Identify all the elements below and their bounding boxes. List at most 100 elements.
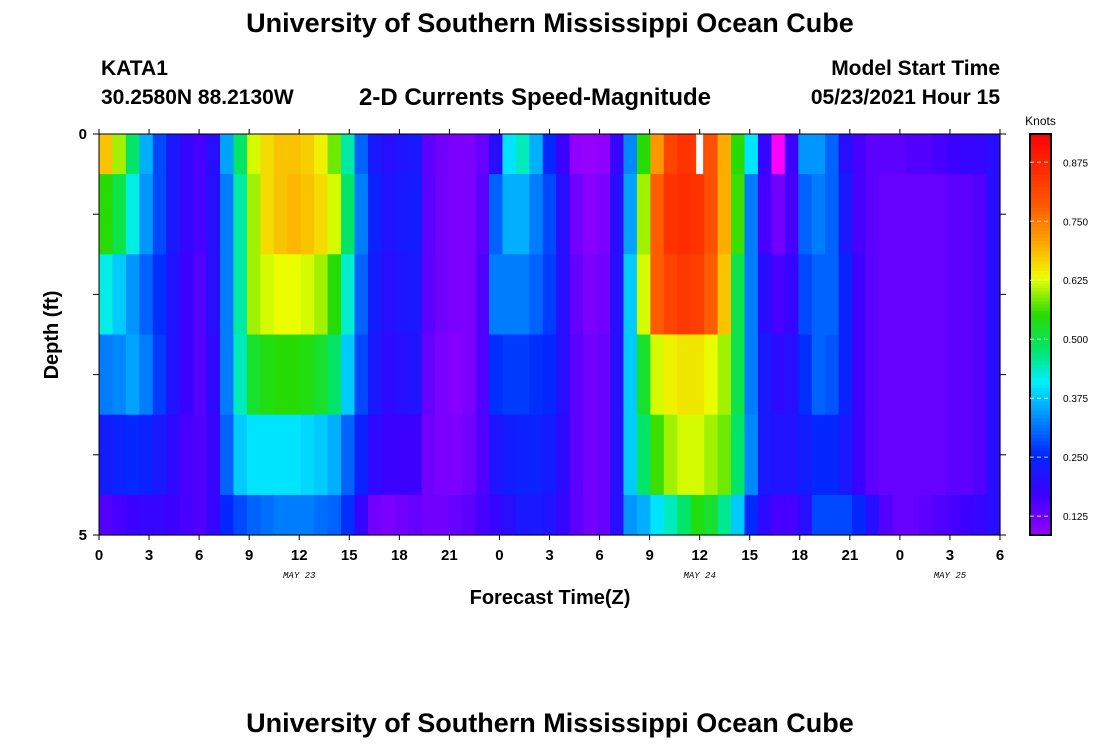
x-tick-label: 12 — [291, 547, 308, 564]
heatmap-cell — [112, 334, 127, 416]
heatmap-cell — [220, 334, 235, 416]
heatmap-cell — [905, 174, 920, 255]
colorbar-segment — [1030, 230, 1051, 235]
colorbar-segment — [1030, 361, 1051, 366]
heatmap-cell — [475, 254, 490, 336]
colorbar-segment — [1030, 511, 1051, 516]
heatmap-cell — [488, 494, 504, 536]
model-start-value: 05/23/2021 Hour 15 — [810, 86, 1000, 109]
heatmap-cell — [166, 174, 181, 255]
colorbar-segment — [1030, 428, 1051, 433]
heatmap-cell — [569, 334, 584, 416]
heatmap-cell — [300, 414, 315, 496]
x-tick-label: 15 — [741, 547, 758, 564]
colorbar-segment — [1030, 150, 1051, 155]
heatmap-cell — [448, 414, 463, 496]
heatmap-cell — [462, 134, 477, 175]
x-tick-label: 18 — [791, 547, 808, 564]
colorbar-segment — [1030, 461, 1051, 466]
heatmap-cell — [300, 494, 315, 536]
heatmap-cell — [408, 494, 423, 536]
heatmap-cell — [273, 494, 288, 536]
heatmap-cell — [663, 414, 678, 496]
heatmap-cell — [193, 414, 208, 496]
heatmap-cell — [354, 494, 369, 536]
heatmap-cell — [704, 494, 719, 536]
heatmap-cell — [677, 494, 692, 536]
heatmap-cell — [287, 174, 302, 255]
heatmap-cell — [287, 254, 302, 336]
colorbar-segment — [1030, 327, 1051, 332]
heatmap-cell — [610, 174, 625, 255]
heatmap-cell — [852, 134, 867, 175]
colorbar-segment — [1030, 347, 1051, 352]
heatmap-cell — [636, 334, 651, 416]
heatmap-cell — [394, 414, 409, 496]
heatmap-cell — [650, 174, 665, 255]
heatmap-cell — [408, 334, 423, 416]
heatmap-cell — [475, 494, 490, 536]
heatmap-cell — [327, 334, 342, 416]
heatmap-cell — [314, 254, 329, 336]
heatmap-cell — [704, 254, 719, 336]
heatmap-cell — [677, 174, 692, 255]
heatmap-cell — [690, 254, 705, 336]
heatmap-cell — [744, 494, 759, 536]
heatmap-cell — [220, 134, 235, 175]
colorbar-segment — [1030, 397, 1051, 402]
heatmap-cell — [744, 254, 759, 336]
colorbar-segment — [1030, 321, 1051, 326]
colorbar-segment — [1030, 294, 1051, 299]
heatmap-cell — [529, 414, 544, 496]
colorbar-segment — [1030, 301, 1051, 306]
heatmap-cell — [408, 174, 423, 255]
heatmap-cell — [757, 134, 772, 175]
colorbar-segment — [1030, 210, 1051, 215]
heatmap-cell — [421, 254, 436, 336]
heatmap-cell — [757, 494, 772, 536]
heatmap-cell — [757, 334, 772, 416]
heatmap-cell — [327, 494, 342, 536]
heatmap-cell — [327, 134, 342, 175]
heatmap-cell — [475, 174, 490, 255]
heatmap-cell — [905, 414, 920, 496]
heatmap-cell — [287, 134, 302, 175]
heatmap-cell — [408, 134, 423, 175]
heatmap-cell — [462, 494, 477, 536]
heatmap-cell — [367, 334, 383, 416]
heatmap-cell — [99, 174, 114, 255]
colorbar-segment — [1030, 170, 1051, 175]
heatmap-cell — [919, 414, 934, 496]
heatmap-cell — [125, 174, 140, 255]
heatmap-cell — [583, 174, 598, 255]
heatmap-cell — [125, 494, 140, 536]
colorbar-segment — [1030, 418, 1051, 422]
heatmap-cell — [959, 134, 974, 175]
colorbar-segment — [1030, 307, 1051, 312]
colorbar-segment — [1030, 394, 1051, 399]
station-coordinates: 30.2580N 88.2130W — [101, 86, 294, 109]
heatmap-cell — [919, 174, 934, 255]
heatmap-cell — [636, 174, 651, 255]
heatmap-cell — [381, 334, 396, 416]
x-tick-label: 21 — [441, 547, 458, 564]
heatmap-cell — [973, 334, 988, 416]
heatmap-cell — [341, 174, 356, 255]
model-start-label: Model Start Time — [831, 57, 1000, 80]
heatmap-cell — [623, 494, 638, 536]
heatmap-cell — [421, 494, 436, 536]
heatmap-cell — [556, 254, 571, 336]
heatmap-cell — [690, 494, 705, 536]
x-tick-label: 6 — [996, 547, 1004, 564]
heatmap-cell — [677, 414, 692, 496]
heatmap-cell — [112, 494, 127, 536]
heatmap-cell — [623, 414, 638, 496]
x-tick-label: 3 — [145, 547, 153, 564]
colorbar-segment — [1030, 154, 1051, 158]
colorbar-segment — [1030, 180, 1051, 185]
heatmap-cell — [260, 174, 275, 255]
heatmap-cell — [717, 134, 732, 175]
heatmap-cell — [421, 134, 436, 175]
heatmap-cell — [99, 334, 114, 416]
